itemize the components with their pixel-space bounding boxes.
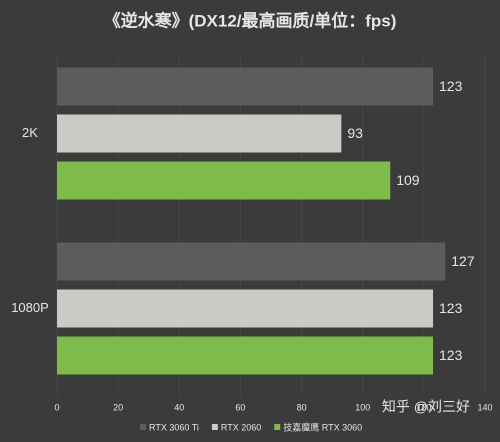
data-label: 123 xyxy=(439,347,463,363)
y-tick-label: 2K xyxy=(22,125,38,140)
legend-swatch xyxy=(274,424,281,430)
x-tick-label: 140 xyxy=(477,402,492,412)
x-tick-label: 100 xyxy=(355,402,370,412)
data-label: 127 xyxy=(451,253,475,269)
legend-label: RTX 2060 xyxy=(221,422,261,432)
data-label: 93 xyxy=(347,125,363,141)
x-tick-label: 60 xyxy=(235,402,245,412)
bar xyxy=(57,242,446,281)
legend-label: RTX 3060 Ti xyxy=(149,422,199,432)
bar xyxy=(57,289,434,328)
watermark: 知乎 @刘三好 xyxy=(382,399,470,415)
bar xyxy=(57,67,434,106)
legend-label: 技嘉魔鹰 RTX 3060 xyxy=(283,421,362,432)
bar xyxy=(57,336,434,375)
x-tick-label: 120 xyxy=(416,402,431,412)
bar xyxy=(57,161,391,200)
legend-swatch xyxy=(140,424,146,430)
data-label: 123 xyxy=(439,300,463,316)
bar xyxy=(57,114,342,153)
x-tick-label: 0 xyxy=(54,402,59,412)
data-label: 123 xyxy=(439,78,463,94)
data-label: 109 xyxy=(396,172,420,188)
x-tick-label: 80 xyxy=(297,402,307,412)
x-tick-label: 40 xyxy=(174,402,184,412)
y-tick-label: 1080P xyxy=(11,300,49,315)
legend-swatch xyxy=(211,424,218,430)
x-tick-label: 20 xyxy=(113,402,123,412)
chart-title: 《逆水寒》(DX12/最高画质/单位：fps) xyxy=(104,10,397,30)
